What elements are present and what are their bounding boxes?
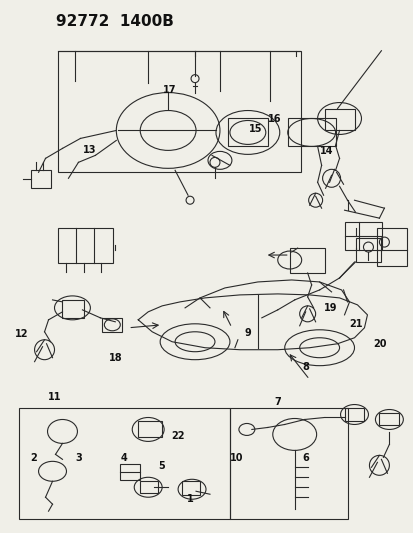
Text: 16: 16 [267, 114, 281, 124]
Bar [378, 413, 399, 425]
Bar [344, 222, 382, 250]
Bar [58, 228, 113, 263]
Text: 14: 14 [319, 146, 332, 156]
Bar [377, 228, 406, 266]
Text: 4: 4 [121, 453, 128, 463]
Text: 20: 20 [373, 338, 386, 349]
Text: 10: 10 [229, 453, 243, 463]
Text: 21: 21 [349, 319, 362, 329]
Text: 18: 18 [108, 353, 122, 363]
Bar [138, 422, 162, 438]
Text: 12: 12 [15, 329, 29, 340]
Text: 15: 15 [248, 124, 262, 134]
Text: 2: 2 [30, 453, 37, 463]
Text: 8: 8 [302, 362, 309, 373]
Bar [287, 118, 335, 147]
Text: 17: 17 [163, 85, 176, 95]
Text: 5: 5 [158, 461, 165, 471]
Text: 13: 13 [83, 144, 96, 155]
Bar [19, 408, 229, 519]
Bar [140, 481, 158, 493]
Bar [182, 481, 199, 495]
Bar [120, 464, 140, 480]
Text: 3: 3 [76, 453, 82, 463]
Text: 6: 6 [302, 453, 309, 463]
Bar [289, 248, 324, 273]
Bar [228, 118, 267, 147]
Text: 11: 11 [48, 392, 62, 402]
Text: 19: 19 [323, 303, 337, 313]
Text: 92772  1400B: 92772 1400B [55, 14, 173, 29]
Text: 22: 22 [171, 432, 185, 441]
Text: 9: 9 [244, 328, 250, 338]
Bar [31, 171, 50, 188]
Bar [355, 238, 380, 262]
Bar [344, 408, 363, 422]
Text: 7: 7 [274, 398, 281, 408]
Bar [324, 109, 354, 131]
Text: 1: 1 [187, 494, 193, 504]
Bar [102, 318, 122, 332]
Bar [58, 51, 300, 172]
Bar [62, 300, 84, 318]
Bar [229, 408, 347, 519]
